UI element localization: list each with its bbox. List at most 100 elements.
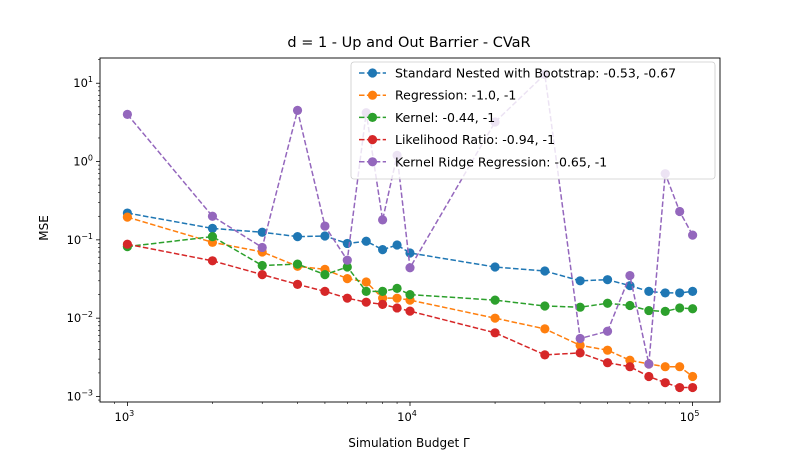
data-point — [361, 236, 371, 246]
data-point — [378, 245, 388, 255]
legend-label: Standard Nested with Bootstrap: -0.53, -… — [395, 66, 676, 81]
data-point — [625, 300, 635, 311]
data-point — [625, 355, 635, 365]
axes: 103 104 105 10−3 10−2 10−1 100 101 — [67, 57, 721, 424]
legend: Standard Nested with Bootstrap: -0.53, -… — [350, 61, 716, 180]
data-point — [257, 269, 267, 280]
y-axis-label: MSE — [37, 215, 51, 241]
legend-label: Kernel: -0.44, -1 — [395, 110, 495, 125]
data-point — [602, 326, 613, 336]
data-point — [342, 238, 352, 249]
data-point — [342, 293, 352, 303]
legend-item: Likelihood Ratio: -0.94, -1 — [359, 132, 555, 147]
data-point — [342, 255, 352, 265]
x-tick-label: 104 — [397, 409, 417, 424]
data-point — [292, 105, 303, 115]
y-tick-label: 100 — [73, 154, 93, 169]
data-point — [490, 313, 500, 323]
data-point — [660, 378, 670, 388]
data-point — [207, 232, 218, 242]
data-point — [378, 299, 388, 309]
data-point — [675, 288, 685, 298]
legend-swatch-marker — [367, 90, 378, 100]
data-point — [540, 266, 550, 276]
x-axis-label: Simulation Budget Γ — [348, 436, 470, 450]
data-point — [688, 230, 698, 240]
data-point — [575, 348, 585, 358]
legend-label: Regression: -1.0, -1 — [395, 88, 516, 103]
data-point — [644, 305, 654, 316]
data-point — [207, 211, 218, 221]
data-point — [122, 239, 132, 249]
legend-label: Likelihood Ratio: -0.94, -1 — [395, 132, 555, 147]
data-point — [490, 328, 500, 338]
data-point — [675, 303, 685, 313]
data-point — [207, 223, 218, 234]
data-point — [122, 109, 132, 119]
data-point — [490, 262, 500, 272]
data-point — [320, 286, 330, 296]
series-0 — [122, 208, 698, 298]
data-point — [660, 288, 670, 298]
data-point — [660, 362, 670, 372]
data-point — [540, 301, 550, 311]
y-tick-label: 10−1 — [67, 232, 93, 247]
data-point — [625, 270, 635, 281]
legend-item: Kernel Ridge Regression: -0.65, -1 — [359, 154, 607, 169]
data-point — [320, 231, 330, 241]
legend-swatch-marker — [367, 157, 378, 167]
data-point — [361, 277, 371, 287]
data-point — [392, 240, 402, 250]
data-point — [292, 279, 303, 289]
data-point — [361, 286, 371, 296]
x-tick-label: 103 — [115, 409, 135, 424]
data-point — [540, 350, 550, 360]
data-point — [688, 304, 698, 314]
data-point — [575, 276, 585, 286]
chart-title: d = 1 - Up and Out Barrier - CVaR — [287, 35, 530, 51]
data-point — [392, 283, 402, 293]
data-point — [575, 302, 585, 312]
data-point — [602, 298, 613, 308]
data-point — [660, 306, 670, 317]
data-point — [257, 242, 267, 253]
data-point — [688, 371, 698, 382]
legend-item: Standard Nested with Bootstrap: -0.53, -… — [359, 66, 676, 81]
data-point — [405, 248, 415, 258]
legend-box — [350, 61, 716, 180]
data-point — [378, 286, 388, 296]
data-point — [490, 295, 500, 305]
data-point — [361, 297, 371, 307]
data-point — [207, 256, 218, 266]
data-point — [644, 371, 654, 382]
data-point — [602, 358, 613, 368]
legend-swatch-marker — [367, 135, 378, 145]
data-point — [644, 359, 654, 369]
data-point — [257, 260, 267, 271]
legend-swatch-marker — [367, 68, 378, 78]
legend-swatch-marker — [367, 112, 378, 122]
y-tick-label: 10−3 — [67, 388, 93, 403]
data-point — [602, 345, 613, 355]
data-point — [575, 333, 585, 344]
data-point — [257, 227, 267, 237]
data-point — [644, 286, 654, 296]
data-point — [575, 340, 585, 350]
data-point — [392, 293, 402, 303]
data-point — [540, 324, 550, 334]
y-tick-label: 10−2 — [67, 310, 93, 325]
y-tick-label: 101 — [73, 75, 93, 90]
data-point — [342, 274, 352, 284]
legend-item: Regression: -1.0, -1 — [359, 88, 516, 103]
data-point — [405, 263, 415, 273]
plot-area — [122, 69, 698, 393]
data-point — [378, 215, 388, 225]
data-point — [688, 382, 698, 393]
data-point — [625, 362, 635, 372]
x-tick-label: 105 — [680, 409, 700, 424]
data-point — [675, 206, 685, 217]
data-point — [675, 382, 685, 393]
legend-item: Kernel: -0.44, -1 — [359, 110, 495, 125]
series-3 — [122, 239, 698, 393]
